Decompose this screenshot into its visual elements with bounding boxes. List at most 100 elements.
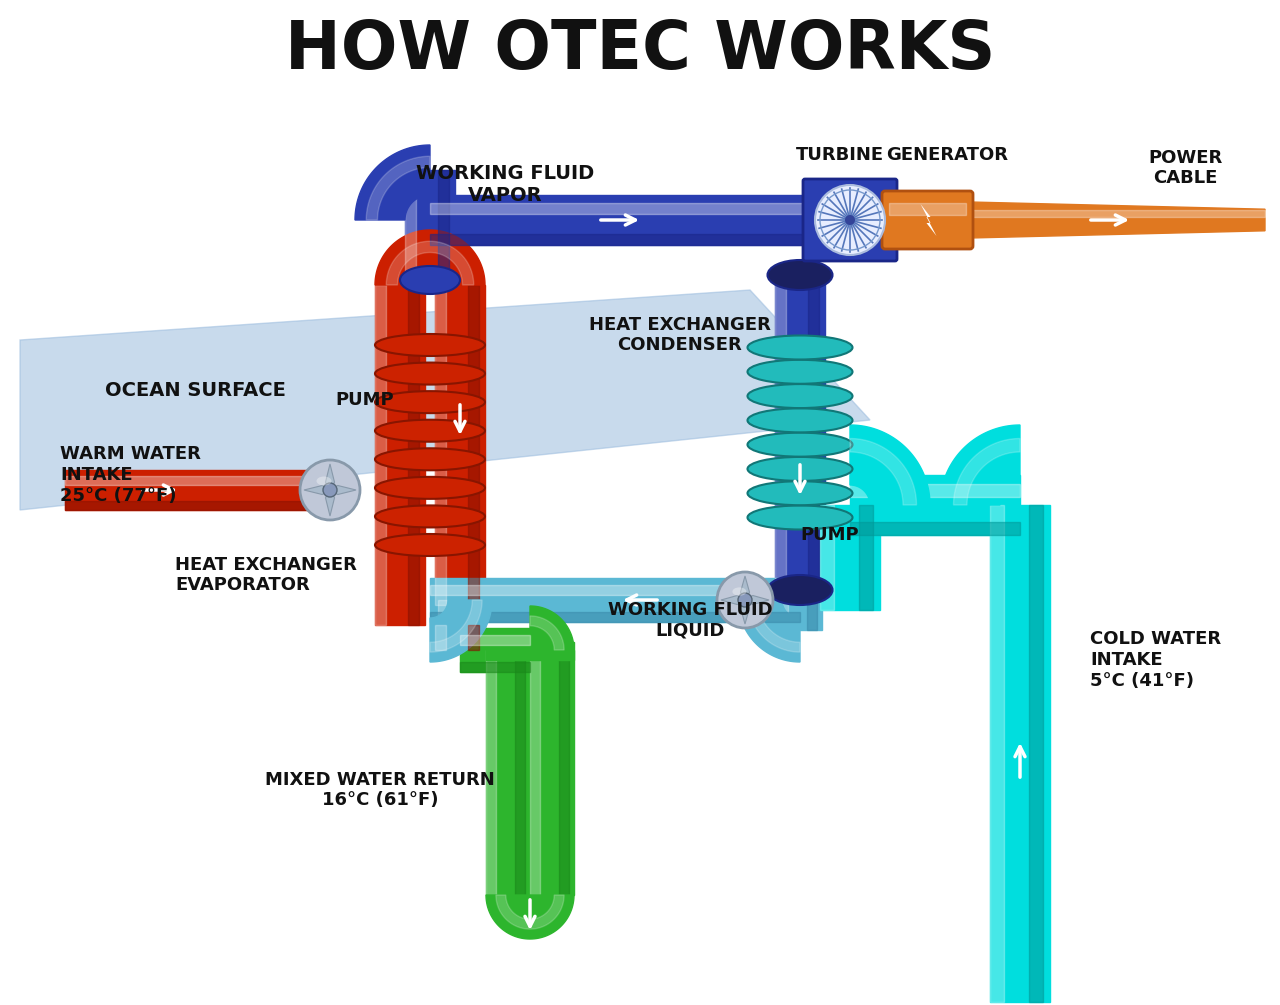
Polygon shape bbox=[325, 490, 334, 516]
Bar bbox=[65, 470, 330, 510]
Polygon shape bbox=[739, 600, 800, 662]
Ellipse shape bbox=[748, 336, 852, 360]
Bar bbox=[820, 505, 881, 610]
Polygon shape bbox=[20, 290, 870, 510]
Bar bbox=[460, 662, 530, 672]
Bar bbox=[460, 628, 530, 672]
Ellipse shape bbox=[375, 391, 485, 413]
Ellipse shape bbox=[375, 506, 485, 528]
Bar bbox=[850, 522, 1020, 535]
Ellipse shape bbox=[748, 432, 852, 456]
Bar bbox=[778, 578, 788, 630]
Bar bbox=[467, 600, 476, 625]
Polygon shape bbox=[954, 438, 1020, 505]
Bar bbox=[558, 650, 568, 895]
Bar bbox=[515, 650, 525, 895]
Bar bbox=[989, 505, 1004, 1002]
Bar bbox=[486, 642, 573, 660]
Ellipse shape bbox=[375, 534, 485, 556]
Ellipse shape bbox=[375, 363, 485, 385]
Circle shape bbox=[300, 460, 360, 520]
Text: WARM WATER
INTAKE
25°C (77°F): WARM WATER INTAKE 25°C (77°F) bbox=[60, 445, 201, 505]
Polygon shape bbox=[530, 606, 573, 650]
Text: COLD WATER
INTAKE
5°C (41°F): COLD WATER INTAKE 5°C (41°F) bbox=[1091, 630, 1221, 689]
Polygon shape bbox=[850, 438, 916, 505]
Polygon shape bbox=[745, 596, 769, 604]
Bar bbox=[808, 275, 819, 590]
Ellipse shape bbox=[375, 334, 485, 356]
Text: HOW OTEC WORKS: HOW OTEC WORKS bbox=[285, 17, 995, 83]
Polygon shape bbox=[940, 425, 1020, 505]
Text: MIXED WATER RETURN
16°C (61°F): MIXED WATER RETURN 16°C (61°F) bbox=[265, 771, 495, 809]
Polygon shape bbox=[748, 600, 800, 652]
Bar bbox=[375, 285, 387, 625]
Text: PUMP: PUMP bbox=[800, 526, 859, 544]
Bar bbox=[438, 170, 449, 285]
Polygon shape bbox=[355, 145, 430, 220]
Ellipse shape bbox=[748, 506, 852, 530]
Circle shape bbox=[815, 185, 884, 255]
Bar bbox=[404, 170, 454, 285]
Text: HEAT EXCHANGER
CONDENSER: HEAT EXCHANGER CONDENSER bbox=[589, 316, 771, 355]
Polygon shape bbox=[325, 464, 334, 490]
Polygon shape bbox=[920, 204, 937, 236]
Bar bbox=[859, 505, 873, 610]
Ellipse shape bbox=[375, 420, 485, 442]
Bar bbox=[430, 578, 800, 622]
Ellipse shape bbox=[748, 384, 852, 408]
Polygon shape bbox=[530, 616, 564, 650]
Bar bbox=[435, 625, 485, 650]
Ellipse shape bbox=[375, 448, 485, 470]
Text: POWER
CABLE: POWER CABLE bbox=[1148, 149, 1222, 187]
FancyBboxPatch shape bbox=[803, 179, 897, 261]
Polygon shape bbox=[970, 202, 1265, 238]
Circle shape bbox=[323, 483, 337, 497]
Ellipse shape bbox=[768, 260, 832, 290]
Bar bbox=[65, 501, 330, 510]
Polygon shape bbox=[375, 230, 485, 285]
FancyBboxPatch shape bbox=[882, 191, 973, 249]
Circle shape bbox=[739, 593, 753, 607]
Bar bbox=[989, 505, 1050, 1002]
Bar bbox=[850, 475, 1020, 535]
Text: WORKING FLUID
LIQUID: WORKING FLUID LIQUID bbox=[608, 601, 772, 639]
Bar bbox=[774, 275, 826, 590]
Bar bbox=[430, 234, 850, 245]
Bar bbox=[486, 650, 495, 895]
Polygon shape bbox=[330, 485, 356, 494]
Bar bbox=[430, 202, 850, 214]
Text: HEAT EXCHANGER
EVAPORATOR: HEAT EXCHANGER EVAPORATOR bbox=[175, 556, 357, 594]
Polygon shape bbox=[430, 600, 492, 662]
Polygon shape bbox=[741, 576, 750, 600]
Bar bbox=[430, 585, 800, 595]
Ellipse shape bbox=[732, 587, 746, 596]
Bar bbox=[375, 285, 425, 625]
Bar bbox=[530, 650, 540, 895]
Polygon shape bbox=[387, 241, 474, 285]
Bar bbox=[65, 476, 330, 485]
Bar bbox=[778, 578, 822, 630]
Bar bbox=[530, 650, 573, 895]
Ellipse shape bbox=[399, 266, 460, 294]
Polygon shape bbox=[741, 600, 750, 624]
Polygon shape bbox=[486, 895, 573, 939]
Bar bbox=[404, 170, 416, 285]
Ellipse shape bbox=[316, 476, 332, 485]
Bar bbox=[438, 600, 448, 625]
Bar bbox=[820, 505, 833, 610]
Bar bbox=[806, 578, 817, 630]
Text: WORKING FLUID
VAPOR: WORKING FLUID VAPOR bbox=[416, 164, 594, 205]
Polygon shape bbox=[721, 596, 745, 604]
Ellipse shape bbox=[748, 360, 852, 384]
Bar bbox=[460, 634, 530, 644]
Bar bbox=[430, 195, 850, 245]
Polygon shape bbox=[850, 425, 931, 505]
Bar bbox=[467, 625, 479, 650]
Text: OCEAN SURFACE: OCEAN SURFACE bbox=[105, 381, 285, 400]
Bar bbox=[1029, 505, 1042, 1002]
Bar bbox=[435, 285, 447, 605]
Ellipse shape bbox=[748, 481, 852, 506]
Bar bbox=[435, 625, 447, 650]
Bar bbox=[850, 484, 1020, 497]
Ellipse shape bbox=[748, 408, 852, 432]
